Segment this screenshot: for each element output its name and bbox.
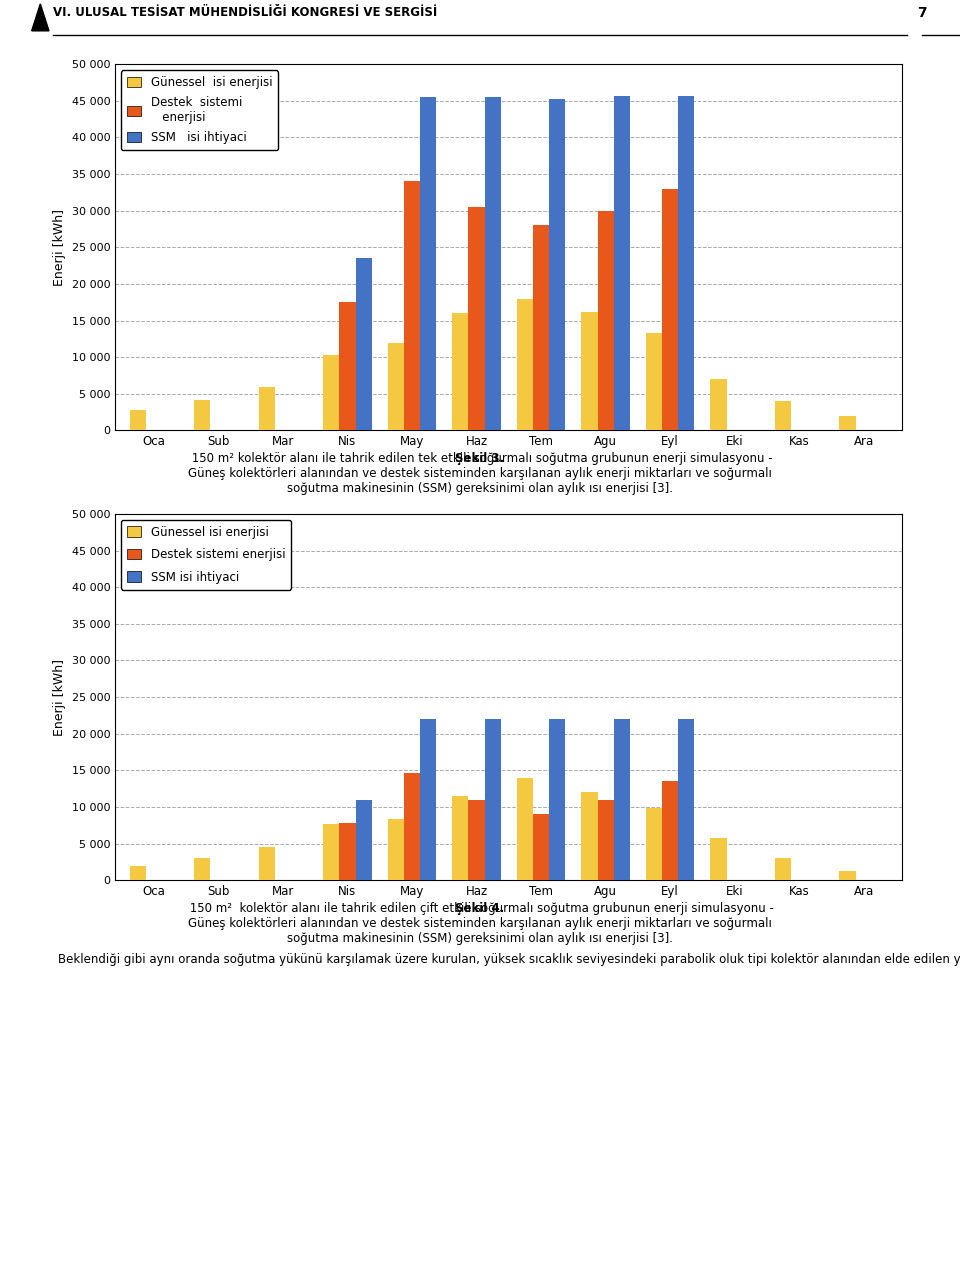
Bar bbox=[194, 858, 210, 880]
Bar bbox=[516, 777, 533, 880]
Y-axis label: Enerji [kWh]: Enerji [kWh] bbox=[53, 209, 66, 285]
Bar bbox=[678, 96, 694, 430]
Bar bbox=[355, 258, 372, 430]
Bar bbox=[597, 211, 613, 430]
Bar bbox=[324, 355, 340, 430]
Bar bbox=[340, 824, 355, 880]
Bar bbox=[404, 181, 420, 430]
Bar bbox=[839, 416, 855, 430]
Bar bbox=[194, 400, 210, 430]
Text: Şekil 3.: Şekil 3. bbox=[455, 452, 505, 465]
Bar bbox=[259, 847, 275, 880]
Bar bbox=[839, 871, 855, 880]
Bar bbox=[355, 799, 372, 880]
Bar bbox=[613, 720, 630, 880]
Polygon shape bbox=[32, 4, 49, 31]
Bar bbox=[388, 343, 404, 430]
Bar bbox=[582, 312, 597, 430]
Bar bbox=[468, 799, 485, 880]
Bar bbox=[662, 781, 678, 880]
Bar bbox=[710, 379, 727, 430]
Y-axis label: Enerji [kWh]: Enerji [kWh] bbox=[53, 659, 66, 735]
Text: Şekil 4.: Şekil 4. bbox=[455, 902, 505, 915]
Bar bbox=[613, 96, 630, 430]
Bar bbox=[452, 314, 468, 430]
Legend: Günessel  isi enerjisi, Destek  sistemi
   enerjisi, SSM   isi ihtiyaci: Günessel isi enerjisi, Destek sistemi en… bbox=[121, 71, 278, 150]
Bar bbox=[662, 189, 678, 430]
Legend: Günessel isi enerjisi, Destek sistemi enerjisi, SSM isi ihtiyaci: Günessel isi enerjisi, Destek sistemi en… bbox=[121, 520, 291, 590]
Bar bbox=[597, 799, 613, 880]
Text: 150 m² kolektör alanı ile tahrik edilen tek etkili soğurmalı soğutma grubunun en: 150 m² kolektör alanı ile tahrik edilen … bbox=[188, 452, 772, 495]
Bar bbox=[340, 302, 355, 430]
Bar bbox=[452, 795, 468, 880]
Bar bbox=[646, 333, 662, 430]
Bar bbox=[130, 866, 146, 880]
Bar bbox=[388, 820, 404, 880]
Bar bbox=[549, 720, 565, 880]
Text: Beklendiği gibi aynı oranda soğutma yükünü karşılamak üzere kurulan, yüksek sıca: Beklendiği gibi aynı oranda soğutma yükü… bbox=[58, 953, 960, 966]
Bar bbox=[533, 815, 549, 880]
Bar bbox=[485, 98, 501, 430]
Text: 7: 7 bbox=[917, 5, 926, 19]
Text: 150 m²  kolektör alanı ile tahrik edilen çift etkili soğurmalı soğutma grubunun : 150 m² kolektör alanı ile tahrik edilen … bbox=[186, 902, 774, 944]
Bar bbox=[710, 839, 727, 880]
Bar bbox=[259, 387, 275, 430]
Bar bbox=[404, 772, 420, 880]
Bar bbox=[646, 808, 662, 880]
Bar bbox=[533, 225, 549, 430]
Bar bbox=[485, 720, 501, 880]
Bar bbox=[516, 298, 533, 430]
Bar bbox=[420, 720, 436, 880]
Bar bbox=[324, 824, 340, 880]
Bar bbox=[678, 720, 694, 880]
Bar bbox=[468, 207, 485, 430]
Bar bbox=[582, 793, 597, 880]
Bar bbox=[420, 98, 436, 430]
Bar bbox=[130, 410, 146, 430]
Text: VI. ULUSAL TESİSAT MÜHENDİSLİĞİ KONGRESİ VE SERGİSİ: VI. ULUSAL TESİSAT MÜHENDİSLİĞİ KONGRESİ… bbox=[53, 5, 437, 19]
Bar bbox=[775, 858, 791, 880]
Bar bbox=[775, 401, 791, 430]
Bar bbox=[549, 99, 565, 430]
